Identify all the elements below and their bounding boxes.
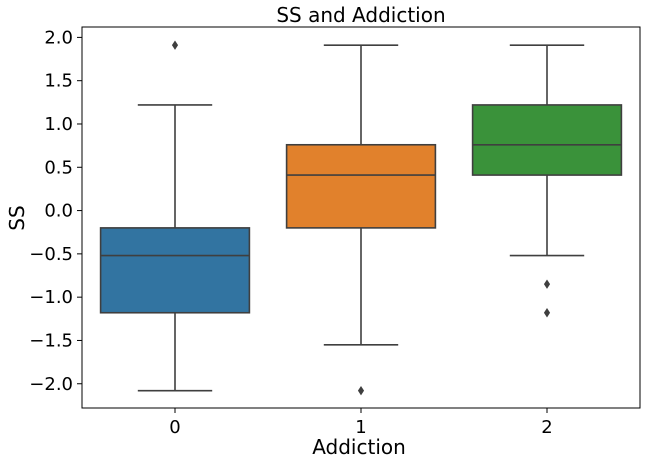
y-tick-label: 1.5 [44, 71, 73, 92]
y-tick-label: −0.5 [29, 244, 73, 265]
x-axis: 0 1 2 [169, 408, 553, 438]
y-tick-label: 0.0 [44, 201, 73, 222]
y-tick-label: −1.0 [29, 287, 73, 308]
x-tick-label: 1 [355, 417, 366, 438]
x-tick-label: 0 [169, 417, 180, 438]
outlier-point [543, 308, 551, 318]
y-tick-label: −2.0 [29, 374, 73, 395]
chart-title: SS and Addiction [276, 3, 445, 27]
box-group-2 [471, 44, 623, 318]
box-group-1 [285, 44, 437, 396]
y-tick-label: 1.0 [44, 114, 73, 135]
y-tick-label: −1.5 [29, 330, 73, 351]
iqr-box [99, 227, 251, 314]
y-tick-label: 0.5 [44, 157, 73, 178]
iqr-box [471, 104, 623, 176]
x-axis-label: Addiction [312, 435, 406, 459]
iqr-box [285, 143, 437, 229]
y-axis: −2.0 −1.5 −1.0 −0.5 0.0 0.5 1.0 1.5 2.0 [29, 27, 82, 395]
box-group-0 [99, 40, 251, 392]
y-tick-label: 2.0 [44, 27, 73, 48]
outlier-point [357, 385, 365, 396]
outlier-point [543, 279, 551, 289]
outlier-point [171, 40, 179, 50]
plot-area [99, 40, 623, 396]
y-axis-label: SS [5, 205, 29, 230]
plot-frame [81, 26, 641, 409]
x-tick-label: 2 [541, 417, 552, 438]
